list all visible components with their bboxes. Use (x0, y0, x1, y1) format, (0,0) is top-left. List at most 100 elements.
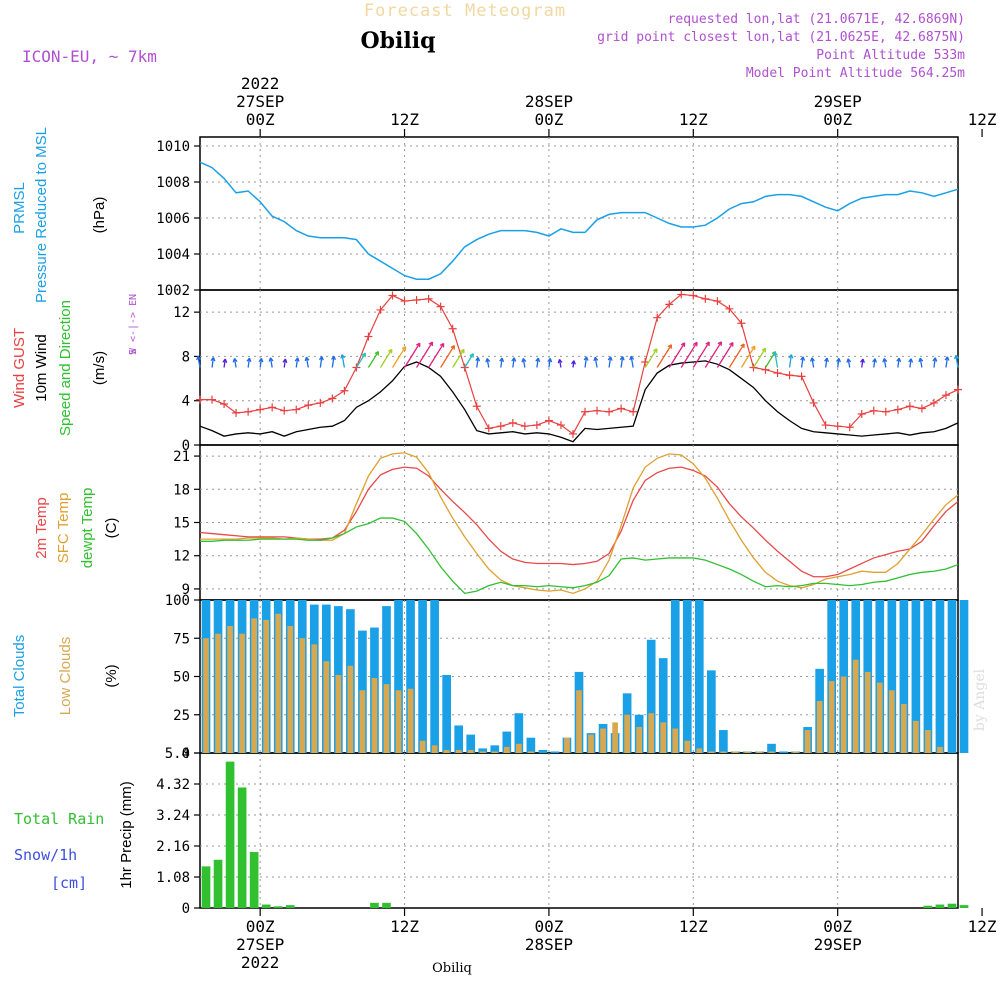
bar-precip (201, 866, 211, 908)
bar-total-clouds (430, 600, 439, 753)
gust-point (929, 398, 938, 407)
bar-low-clouds (612, 722, 618, 753)
xtick-label-top: 00Z (246, 110, 275, 129)
wind-arrow-head (824, 357, 829, 363)
wind-arrow-head (729, 342, 734, 347)
wind-arrow (379, 349, 393, 368)
bar-low-clouds (876, 682, 883, 753)
wind-arrow-head (693, 341, 698, 347)
bar-total-clouds (694, 600, 704, 753)
bar-low-clouds (756, 751, 763, 753)
gust-point (725, 304, 734, 313)
bar-total-clouds (911, 600, 921, 753)
wind-arrow-head (680, 342, 686, 347)
ytick-label-precip: 3.24 (156, 808, 190, 824)
gust-point (412, 295, 421, 304)
xtick-label-top: 12Z (390, 110, 419, 129)
wind-arrow-head (318, 356, 324, 361)
wind-arrow (933, 357, 936, 368)
bar-low-clouds (275, 613, 282, 753)
wind-arrow-head (772, 351, 778, 357)
wind-arrow (774, 352, 779, 368)
bar-total-clouds (959, 600, 969, 753)
gust-point (821, 421, 830, 430)
wind-arrow-head (521, 358, 527, 363)
gust-point (484, 424, 493, 433)
gust-point (857, 410, 866, 418)
xtick-label-bottom: 00Z (534, 917, 563, 936)
bar-low-clouds (251, 618, 257, 753)
requested-coords: requested lon,lat (21.0671E, 42.6869N) (668, 12, 965, 27)
ytick-label-wind: 4 (182, 394, 190, 410)
wind-arrow (416, 341, 434, 368)
bar-low-clouds (215, 633, 221, 753)
wind-arrow (355, 352, 366, 368)
svg-text:Low Clouds: Low Clouds (57, 637, 74, 715)
bar-low-clouds (636, 726, 642, 753)
bar-total-clouds (406, 600, 415, 753)
bar-low-clouds (503, 746, 510, 753)
svg-text:Speed and Direction: Speed and Direction (57, 300, 74, 436)
wind-arrow-head (750, 345, 756, 351)
wind-arrow-head (268, 357, 274, 362)
wind-arrow-head (619, 356, 625, 361)
bar-total-clouds (827, 600, 836, 753)
wind-arrow (716, 342, 734, 368)
wind-arrow (680, 341, 698, 368)
grid-point-coords: grid point closest lon,lat (21.0625E, 42… (597, 30, 965, 45)
wind-arrow (704, 341, 722, 368)
svg-text:1hr Precip (mm): 1hr Precip (mm) (118, 781, 135, 889)
svg-text:Snow/1h: Snow/1h (14, 846, 77, 864)
wind-arrow-head (583, 356, 589, 361)
wind-arrow (247, 357, 251, 368)
wind-arrow (197, 356, 201, 368)
gust-point (256, 405, 265, 414)
bar-total-clouds (923, 600, 933, 753)
bar-low-clouds (937, 746, 943, 753)
ytick-label-precip: 4.32 (156, 777, 190, 793)
wind-arrow (341, 354, 346, 368)
gust-point (196, 395, 204, 404)
wind-arrow-head (415, 342, 421, 348)
ytick-label-pressure: 1004 (156, 247, 190, 263)
gust-point (689, 291, 698, 300)
bar-total-clouds (442, 674, 451, 753)
gust-point (893, 405, 902, 414)
svg-text:SFC Temp: SFC Temp (55, 493, 72, 564)
gust-point (364, 332, 373, 341)
wind-arrow-head (908, 358, 914, 363)
svg-text:PRMSL: PRMSL (11, 182, 28, 234)
svg-text:(m/s): (m/s) (91, 351, 108, 385)
gust-point (568, 429, 577, 438)
bar-total-clouds (526, 737, 536, 753)
bar-low-clouds (323, 661, 330, 753)
xtick-label-bottom: 00Z (823, 917, 852, 936)
gust-point (617, 404, 626, 413)
ytick-label-temperature: 9 (182, 582, 190, 598)
gust-point (581, 407, 590, 416)
wind-arrow-head (547, 358, 553, 363)
bar-total-clouds (478, 748, 488, 753)
bar-total-clouds (502, 731, 512, 753)
wind-arrow (584, 356, 588, 368)
gust-point (292, 405, 301, 414)
bar-total-clouds (887, 600, 897, 753)
bar-total-clouds (947, 600, 957, 753)
svg-text:2m Temp: 2m Temp (33, 497, 50, 558)
gust-point (797, 372, 806, 381)
xtick-label-top: 00Z (823, 110, 852, 129)
bar-low-clouds (792, 751, 799, 753)
gust-point (340, 386, 349, 395)
gust-point (388, 291, 397, 300)
bar-low-clouds (528, 751, 534, 753)
compass-s: S (128, 349, 139, 355)
wind-arrow (955, 355, 959, 368)
pressure-ylabel: PRMSL Pressure Reduced to MSL (hPa) (11, 127, 108, 303)
gust-point (593, 406, 602, 415)
xtick-label-bottom: 12Z (968, 917, 997, 936)
wind-arrow-head (717, 341, 723, 346)
bar-low-clouds (744, 751, 751, 753)
bar-precip (959, 905, 969, 908)
ytick-label-pressure: 1010 (156, 139, 190, 155)
